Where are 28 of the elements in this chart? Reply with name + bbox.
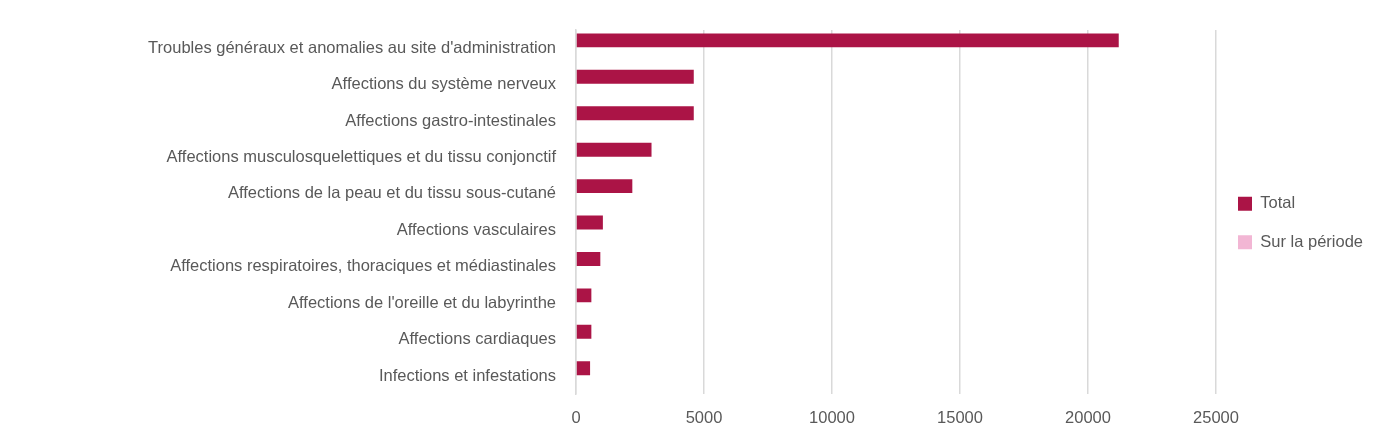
x-tick-label: 20000 [1065, 407, 1111, 426]
x-tick-label: 25000 [1193, 407, 1239, 426]
bar [576, 324, 592, 339]
legend-label: Sur la période [1260, 231, 1363, 250]
y-tick-label: Affections de la peau et du tissu sous-cutané [227, 183, 556, 202]
y-tick-label: Affections de l'oreille et du labyrinthe [288, 292, 556, 311]
y-tick-label: Affections du système nerveux [331, 74, 557, 93]
legend-label: Total [1260, 193, 1296, 212]
x-tick-label: 10000 [809, 407, 855, 426]
x-tick-label: 15000 [937, 407, 983, 426]
y-tick-label: Affections gastro-intestinales [345, 110, 556, 129]
y-tick-label: Affections respiratoires, thoraciques et médiastinales [170, 256, 556, 275]
x-tick-label: 0 [571, 407, 581, 426]
bar [576, 288, 592, 303]
bar [576, 142, 652, 157]
bar [576, 33, 1119, 48]
bar [576, 361, 591, 376]
bar [576, 69, 694, 84]
y-tick-label: Affections musculosquelettiques et du tissu conjonctif [166, 146, 557, 165]
bar [576, 106, 694, 121]
bar [576, 179, 633, 194]
y-tick-label: Infections et infestations [378, 365, 556, 384]
x-tick-label: 5000 [685, 407, 723, 426]
bar [576, 251, 601, 266]
y-tick-label: Troubles généraux et anomalies au site d'administration [148, 37, 556, 56]
y-tick-label: Affections vasculaires [396, 219, 556, 238]
y-tick-label: Affections cardiaques [398, 329, 556, 348]
bar [576, 215, 603, 230]
